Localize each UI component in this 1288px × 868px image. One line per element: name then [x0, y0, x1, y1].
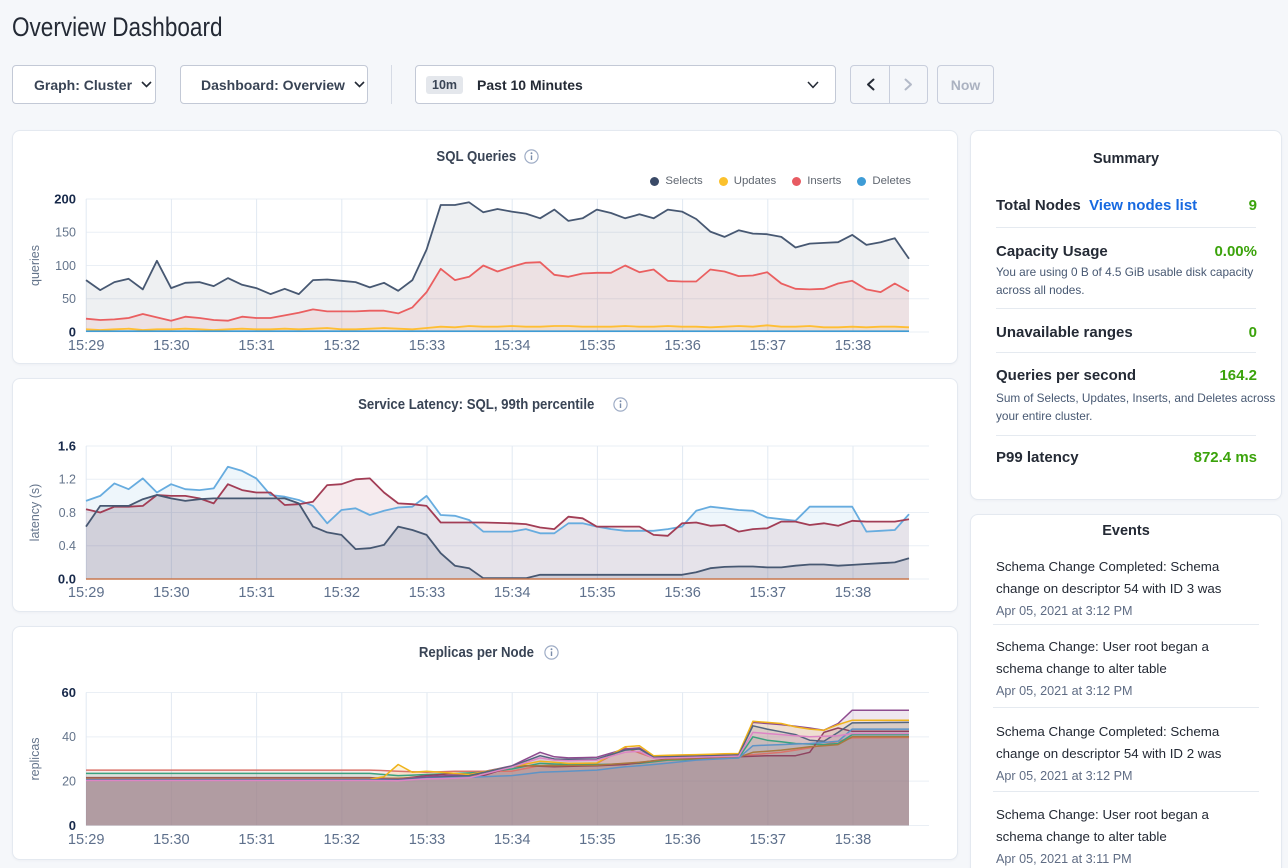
svg-text:0.4: 0.4 [59, 539, 76, 553]
svg-text:0.8: 0.8 [59, 506, 76, 520]
svg-text:15:31: 15:31 [238, 338, 275, 354]
svg-text:1.6: 1.6 [58, 438, 76, 453]
svg-text:15:38: 15:38 [835, 832, 872, 848]
svg-text:15:35: 15:35 [579, 585, 616, 601]
svg-text:replicas: replicas [28, 737, 42, 780]
svg-text:15:32: 15:32 [324, 832, 361, 848]
svg-text:20: 20 [62, 774, 76, 788]
svg-text:15:29: 15:29 [68, 585, 105, 601]
svg-text:40: 40 [62, 730, 76, 744]
svg-text:15:33: 15:33 [409, 585, 446, 601]
svg-text:15:32: 15:32 [324, 585, 361, 601]
svg-text:15:36: 15:36 [664, 585, 701, 601]
svg-text:200: 200 [54, 191, 76, 206]
svg-text:50: 50 [62, 292, 76, 306]
svg-text:15:38: 15:38 [835, 585, 872, 601]
svg-text:15:31: 15:31 [238, 832, 275, 848]
svg-text:latency (s): latency (s) [28, 484, 42, 542]
svg-text:1.2: 1.2 [59, 473, 76, 487]
svg-text:15:35: 15:35 [579, 832, 616, 848]
svg-text:15:33: 15:33 [409, 832, 446, 848]
svg-text:150: 150 [55, 226, 76, 240]
svg-text:15:37: 15:37 [750, 832, 787, 848]
svg-text:0: 0 [69, 818, 76, 833]
svg-text:100: 100 [55, 259, 76, 273]
svg-text:15:34: 15:34 [494, 585, 531, 601]
svg-text:0.0: 0.0 [58, 571, 76, 586]
svg-text:15:30: 15:30 [153, 585, 190, 601]
svg-text:queries: queries [28, 245, 42, 286]
svg-text:15:34: 15:34 [494, 832, 531, 848]
svg-text:15:38: 15:38 [835, 338, 872, 354]
svg-text:15:36: 15:36 [664, 338, 701, 354]
svg-text:15:32: 15:32 [324, 338, 361, 354]
svg-text:15:30: 15:30 [153, 832, 190, 848]
svg-text:60: 60 [62, 685, 76, 700]
svg-text:15:34: 15:34 [494, 338, 531, 354]
svg-text:15:35: 15:35 [579, 338, 616, 354]
svg-text:15:31: 15:31 [238, 585, 275, 601]
svg-text:15:37: 15:37 [750, 338, 787, 354]
svg-text:15:29: 15:29 [68, 832, 105, 848]
svg-text:15:29: 15:29 [68, 338, 105, 354]
svg-text:15:36: 15:36 [664, 832, 701, 848]
svg-text:0: 0 [69, 324, 76, 339]
svg-text:15:37: 15:37 [750, 585, 787, 601]
svg-text:15:33: 15:33 [409, 338, 446, 354]
svg-text:15:30: 15:30 [153, 338, 190, 354]
